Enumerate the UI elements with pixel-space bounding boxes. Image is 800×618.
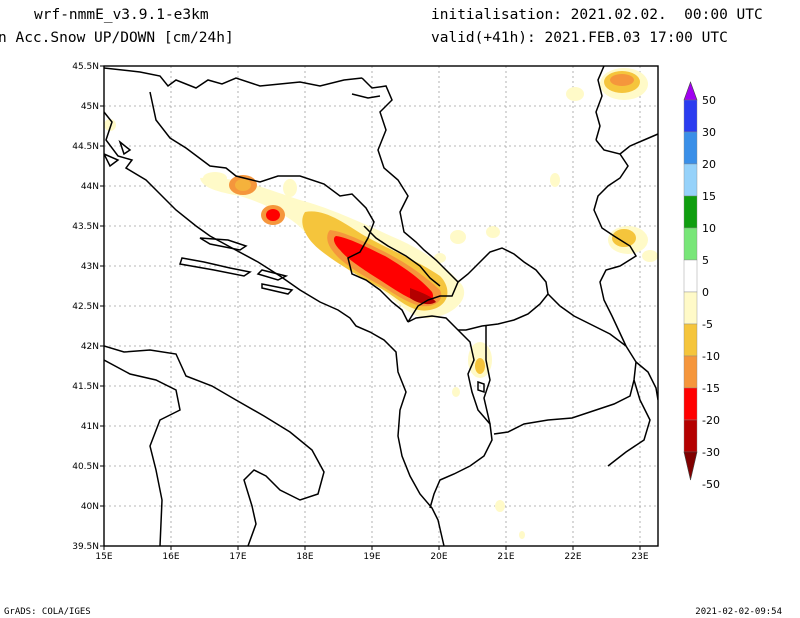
valid-time: valid(+41h): 2021.FEB.03 17:00 UTC xyxy=(431,30,728,46)
lon-label: 22E xyxy=(564,552,581,562)
lon-label: 18E xyxy=(296,552,313,562)
colorbar-segment xyxy=(683,131,698,165)
snow-field xyxy=(104,68,658,539)
colorbar-label: -20 xyxy=(702,414,720,427)
footer-timestamp: 2021-02-02-09:54 xyxy=(695,607,782,617)
lat-label: 43.5N xyxy=(72,222,99,232)
lon-label: 17E xyxy=(229,552,246,562)
colorbar-segment xyxy=(683,387,698,421)
lat-label: 42.5N xyxy=(72,302,99,312)
colorbar-segment xyxy=(683,163,698,197)
colorbar-label: 15 xyxy=(702,190,716,203)
colorbar-label: -10 xyxy=(702,350,720,363)
lat-label: 39.5N xyxy=(72,542,99,552)
lat-label: 45N xyxy=(81,102,99,112)
colorbar-segment xyxy=(683,99,698,133)
lon-label: 21E xyxy=(497,552,514,562)
colorbar-segment xyxy=(683,195,698,229)
lon-label: 20E xyxy=(430,552,447,562)
colorbar-label: -15 xyxy=(702,382,720,395)
colorbar-top-arrow xyxy=(683,81,698,101)
lat-label: 41N xyxy=(81,422,99,432)
colorbar-label: 0 xyxy=(702,286,709,299)
lat-label: 44N xyxy=(81,182,99,192)
colorbar-label: -5 xyxy=(702,318,713,331)
colorbar-label: -50 xyxy=(702,478,720,491)
colorbar-segment xyxy=(683,291,698,325)
colorbar-segment xyxy=(683,419,698,453)
lat-label: 45.5N xyxy=(72,62,99,72)
lon-label: 23E xyxy=(631,552,648,562)
lon-label: 19E xyxy=(363,552,380,562)
colorbar-label: -30 xyxy=(702,446,720,459)
colorbar-label: 10 xyxy=(702,222,716,235)
colorbar-segment xyxy=(683,355,698,389)
colorbar-label: 20 xyxy=(702,158,716,171)
colorbar-segment xyxy=(683,323,698,357)
colorbar-segment xyxy=(683,227,698,261)
coastline-borders xyxy=(104,66,658,546)
lat-label: 44.5N xyxy=(72,142,99,152)
footer-credit: GrADS: COLA/IGES xyxy=(4,607,91,617)
variable-title: n Acc.Snow UP/DOWN [cm/24h] xyxy=(0,30,234,46)
lon-label: 16E xyxy=(162,552,179,562)
lat-label: 41.5N xyxy=(72,382,99,392)
longitude-labels: 15E 16E 17E 18E 19E 20E 21E 22E 23E xyxy=(95,546,649,562)
lat-label: 40N xyxy=(81,502,99,512)
colorbar-label: 5 xyxy=(702,254,709,267)
lat-label: 43N xyxy=(81,262,99,272)
colorbar-segment xyxy=(683,259,698,293)
model-title: wrf-nmmE_v3.9.1-e3km xyxy=(34,7,209,23)
lat-label: 40.5N xyxy=(72,462,99,472)
latitude-labels: 45.5N 45N 44.5N 44N 43.5N 43N 42.5N 42N 41.5N 41N… xyxy=(72,62,104,552)
lon-label: 15E xyxy=(95,552,112,562)
lat-label: 42N xyxy=(81,342,99,352)
colorbar-label: 50 xyxy=(702,94,716,107)
colorbar-label: 30 xyxy=(702,126,716,139)
map-grid xyxy=(104,66,658,546)
colorbar-bottom-arrow xyxy=(683,451,698,481)
init-time: initialisation: 2021.02.02. 00:00 UTC xyxy=(431,7,763,23)
